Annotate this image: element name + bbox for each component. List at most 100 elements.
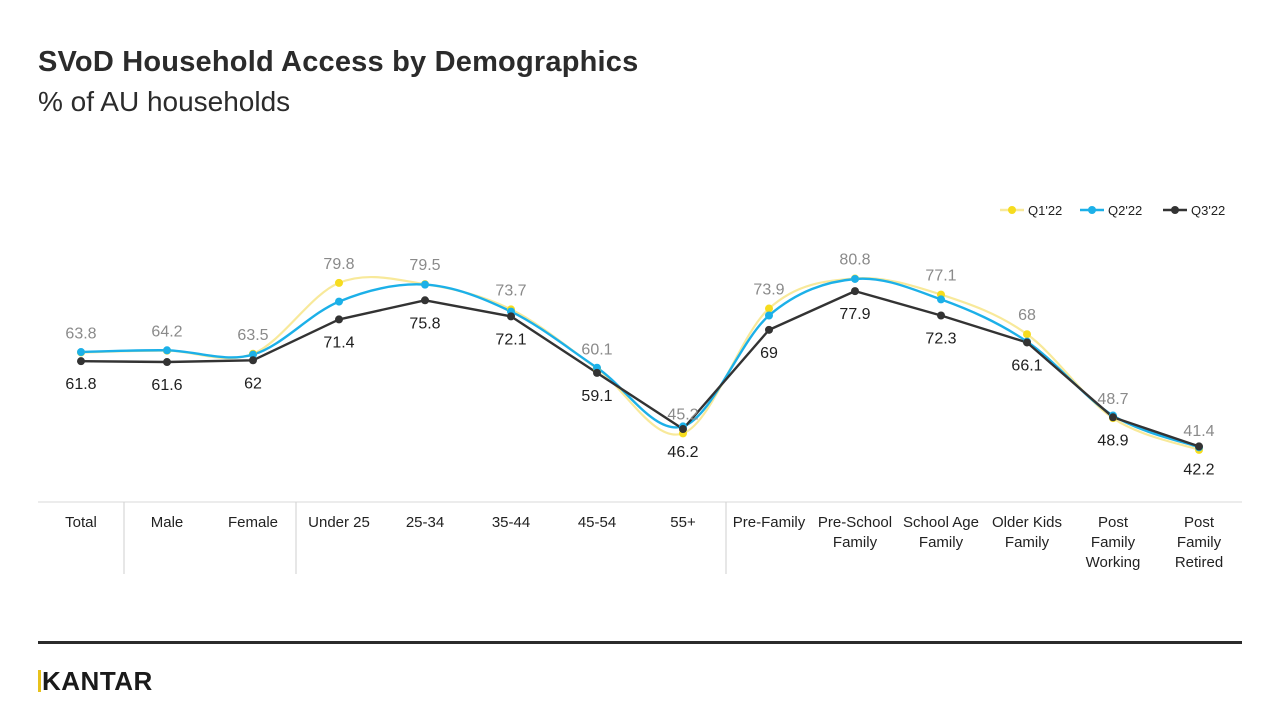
series-points	[77, 274, 1203, 454]
data-point	[593, 368, 601, 377]
data-point	[765, 311, 773, 320]
x-tick-label: Post Family Retired	[1175, 514, 1223, 571]
chart-legend: Q1'22 Q2'22 Q3'22	[1000, 203, 1225, 218]
x-tick-label: Under 25	[308, 514, 370, 531]
x-tick-label: Male	[151, 514, 184, 531]
x-tick-label-line: Family	[919, 534, 964, 551]
x-tick-label: 25-34	[406, 514, 444, 531]
series-line-1	[80, 275, 1200, 451]
x-tick-label-line: School Age	[903, 514, 979, 531]
data-point	[335, 315, 343, 324]
data-label-q1: 73.7	[495, 282, 526, 299]
x-tick-label-line: Pre-Family	[733, 514, 806, 531]
legend-label: Q1'22	[1028, 203, 1062, 218]
logo-text: KANTAR	[42, 666, 153, 696]
x-tick-label-line: Family	[833, 534, 878, 551]
data-point	[421, 280, 429, 289]
x-tick-label: Total	[65, 514, 97, 531]
data-label-q1: 41.4	[1183, 423, 1214, 440]
data-point	[1109, 413, 1117, 422]
x-tick-label-line: Pre-School	[818, 514, 892, 531]
x-tick-label-line: Family	[1177, 534, 1222, 551]
data-point	[1195, 442, 1203, 451]
x-tick-label-line: 35-44	[492, 514, 530, 531]
x-tick-label: Pre-School Family	[818, 514, 892, 551]
legend-marker	[1008, 206, 1016, 214]
chart-title: SVoD Household Access by Demographics	[38, 46, 639, 78]
chart-subtitle: % of AU households	[38, 86, 291, 117]
data-label-q3: 46.2	[667, 444, 698, 461]
data-label-q1: 64.2	[151, 324, 182, 341]
legend-label: Q2'22	[1108, 203, 1142, 218]
data-label-q1: 79.5	[409, 257, 440, 274]
data-point	[765, 325, 773, 334]
data-label-q3: 48.9	[1097, 432, 1128, 449]
data-label-q3: 66.1	[1011, 357, 1042, 374]
x-tick-label: School Age Family	[903, 514, 979, 551]
x-tick-label: 55+	[670, 514, 696, 531]
data-label-q3: 61.8	[65, 376, 96, 393]
data-label-q3: 72.1	[495, 331, 526, 348]
x-tick-label: Older Kids Family	[992, 514, 1062, 551]
legend-marker	[1171, 206, 1179, 214]
data-label-q1: 63.5	[237, 327, 268, 344]
x-tick-label-line: Male	[151, 514, 184, 531]
x-tick-label-line: Post	[1184, 514, 1215, 531]
data-point	[1023, 338, 1031, 347]
data-point	[163, 346, 171, 355]
data-point	[937, 295, 945, 304]
data-label-q1: 48.7	[1097, 391, 1128, 408]
data-label-q1: 73.9	[753, 282, 784, 299]
data-point	[421, 296, 429, 305]
data-label-q3: 62	[244, 375, 262, 392]
data-label-q3: 42.2	[1183, 461, 1214, 478]
x-tick-label-line: Family	[1005, 534, 1050, 551]
x-tick-label-line: Total	[65, 514, 97, 531]
x-tick-label-line: 45-54	[578, 514, 616, 531]
x-tick-label-line: Working	[1086, 554, 1141, 571]
data-label-q1: 68	[1018, 307, 1036, 324]
x-tick-label-line: Older Kids	[992, 514, 1062, 531]
data-labels: 63.8 64.2 63.5 79.8 79.5 73.7 60.1 45.2 73.9 80.8…	[65, 252, 1214, 479]
data-label-q3: 59.1	[581, 388, 612, 405]
data-label-q1: 63.8	[65, 325, 96, 342]
data-point	[851, 274, 859, 283]
legend-label: Q3'22	[1191, 203, 1225, 218]
x-tick-label: 35-44	[492, 514, 530, 531]
x-tick-label: Pre-Family	[733, 514, 806, 531]
data-point	[851, 287, 859, 296]
data-point	[249, 350, 257, 359]
x-tick-label: Female	[228, 514, 278, 531]
data-label-q1: 77.1	[925, 268, 956, 285]
x-tick-label-line: Female	[228, 514, 278, 531]
data-point	[765, 304, 773, 313]
data-label-q3: 75.8	[409, 315, 440, 332]
series-lines	[80, 275, 1200, 451]
data-point	[77, 357, 85, 366]
x-tick-label-line: 55+	[670, 514, 696, 531]
legend-marker	[1088, 206, 1096, 214]
x-axis: Total Male Female Under 25 25-34 35-44 45-54 55…	[38, 501, 1242, 574]
data-label-q1: 80.8	[839, 252, 870, 269]
data-point	[77, 348, 85, 357]
x-tick-label: 45-54	[578, 514, 616, 531]
data-label-q3: 71.4	[323, 334, 354, 351]
series-line-3	[80, 289, 1200, 448]
data-point	[249, 356, 257, 365]
data-point	[335, 278, 343, 287]
data-label-q3: 61.6	[151, 377, 182, 394]
data-point	[937, 311, 945, 320]
data-point	[507, 312, 515, 321]
kantar-logo: KANTAR	[38, 666, 153, 697]
data-label-q3: 77.9	[839, 306, 870, 323]
x-tick-label-line: Family	[1091, 534, 1136, 551]
data-point	[335, 297, 343, 306]
logo-mark-icon	[38, 670, 41, 692]
data-label-q1: 60.1	[581, 342, 612, 359]
x-tick-label-line: 25-34	[406, 514, 444, 531]
data-label-q1: 45.2	[667, 406, 698, 423]
line-chart: Q1'22 Q2'22 Q3'22 63.8 64.2 63.5 79.8 79.5 73.7…	[38, 203, 1242, 574]
x-tick-label-line: Under 25	[308, 514, 370, 531]
x-tick-label-line: Post	[1098, 514, 1129, 531]
x-tick-label: Post Family Working	[1086, 514, 1141, 571]
